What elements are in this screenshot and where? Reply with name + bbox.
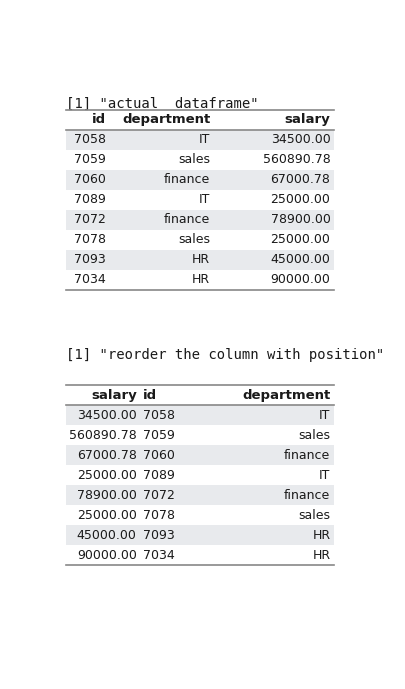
Text: 7078: 7078 <box>143 509 175 522</box>
Text: department: department <box>122 113 210 126</box>
Text: IT: IT <box>319 469 330 482</box>
Bar <box>66 250 333 270</box>
Text: 7060: 7060 <box>74 173 106 186</box>
Text: IT: IT <box>319 409 330 422</box>
Text: 34500.00: 34500.00 <box>271 133 330 146</box>
Bar <box>66 465 333 485</box>
Text: id: id <box>92 113 106 126</box>
Text: sales: sales <box>178 234 210 246</box>
Bar <box>66 506 333 526</box>
Text: 560890.78: 560890.78 <box>263 153 330 166</box>
Bar <box>66 110 333 130</box>
Bar <box>66 169 333 189</box>
Bar <box>66 385 333 405</box>
Text: HR: HR <box>192 254 210 266</box>
Text: salary: salary <box>285 113 330 126</box>
Bar <box>66 425 333 445</box>
Text: 7059: 7059 <box>74 153 106 166</box>
Text: 7034: 7034 <box>74 274 106 287</box>
Text: 67000.78: 67000.78 <box>271 173 330 186</box>
Text: 7093: 7093 <box>74 254 106 266</box>
Bar <box>66 546 333 566</box>
Text: 7060: 7060 <box>143 449 175 462</box>
Text: 7059: 7059 <box>143 429 175 442</box>
Text: [1] "actual  dataframe": [1] "actual dataframe" <box>66 96 259 110</box>
Bar <box>66 229 333 250</box>
Text: salary: salary <box>91 389 136 402</box>
Text: 45000.00: 45000.00 <box>77 529 136 542</box>
Text: 67000.78: 67000.78 <box>77 449 136 462</box>
Text: 78900.00: 78900.00 <box>271 213 330 226</box>
Text: 7034: 7034 <box>143 549 175 562</box>
Text: 45000.00: 45000.00 <box>271 254 330 266</box>
Text: HR: HR <box>312 549 330 562</box>
Text: 7089: 7089 <box>74 193 106 206</box>
Text: sales: sales <box>178 153 210 166</box>
Bar <box>66 445 333 465</box>
Bar <box>66 130 333 150</box>
Text: 7078: 7078 <box>74 234 106 246</box>
Bar <box>66 150 333 169</box>
Text: 7072: 7072 <box>143 489 175 502</box>
Text: sales: sales <box>298 509 330 522</box>
Text: HR: HR <box>192 274 210 287</box>
Text: IT: IT <box>199 193 210 206</box>
Text: finance: finance <box>164 173 210 186</box>
Text: [1] "reorder the column with position": [1] "reorder the column with position" <box>66 349 384 362</box>
Bar <box>66 270 333 290</box>
Text: 560890.78: 560890.78 <box>69 429 136 442</box>
Text: 25000.00: 25000.00 <box>271 193 330 206</box>
Text: 78900.00: 78900.00 <box>77 489 136 502</box>
Bar <box>66 405 333 425</box>
Text: 90000.00: 90000.00 <box>271 274 330 287</box>
Text: 34500.00: 34500.00 <box>77 409 136 422</box>
Text: HR: HR <box>312 529 330 542</box>
Bar <box>66 485 333 506</box>
Text: 7058: 7058 <box>143 409 175 422</box>
Text: finance: finance <box>284 489 330 502</box>
Text: finance: finance <box>284 449 330 462</box>
Bar <box>66 189 333 209</box>
Text: IT: IT <box>199 133 210 146</box>
Text: 25000.00: 25000.00 <box>271 234 330 246</box>
Text: 7089: 7089 <box>143 469 175 482</box>
Text: sales: sales <box>298 429 330 442</box>
Text: department: department <box>242 389 330 402</box>
Text: 90000.00: 90000.00 <box>77 549 136 562</box>
Text: id: id <box>143 389 157 402</box>
Text: 7072: 7072 <box>74 213 106 226</box>
Text: 25000.00: 25000.00 <box>77 469 136 482</box>
Text: finance: finance <box>164 213 210 226</box>
Text: 7093: 7093 <box>143 529 175 542</box>
Bar <box>66 526 333 546</box>
Bar <box>66 209 333 229</box>
Text: 25000.00: 25000.00 <box>77 509 136 522</box>
Text: 7058: 7058 <box>74 133 106 146</box>
